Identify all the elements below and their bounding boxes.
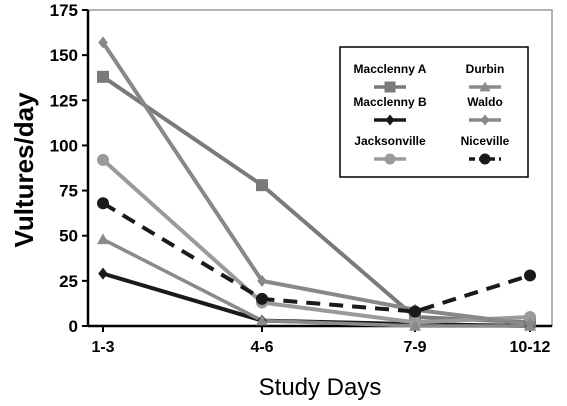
legend-marker-waldo [480, 114, 490, 126]
legend-label-jacksonville: Jacksonville [354, 134, 426, 148]
data-point-niceville [409, 305, 421, 318]
series-markers [97, 36, 536, 332]
data-point-durbin [256, 314, 268, 326]
data-point-durbin [97, 233, 109, 245]
legend-label-durbin: Durbin [466, 62, 505, 76]
x-tick-label: 10-12 [510, 339, 551, 356]
y-tick-label: 100 [50, 136, 78, 155]
data-point-jacksonville [97, 153, 109, 166]
data-point-waldo [525, 318, 535, 331]
data-point-waldo [98, 36, 108, 49]
data-point-macclenny-a [97, 70, 109, 83]
x-ticks: 1-3 4-6 7-9 10-12 [91, 326, 551, 356]
y-tick-label: 50 [59, 227, 78, 246]
legend-label-waldo: Waldo [467, 95, 503, 109]
y-tick-label: 175 [50, 1, 78, 20]
y-tick-label: 25 [59, 272, 78, 291]
x-tick-label: 1-3 [91, 339, 114, 356]
series-lines [101, 41, 531, 328]
x-tick-label: 7-9 [403, 339, 426, 356]
series-line-niceville [101, 201, 531, 314]
data-point-durbin [409, 320, 421, 331]
series-line-jacksonville [101, 158, 531, 325]
data-point-waldo [257, 274, 267, 287]
legend-box [339, 46, 529, 178]
legend-marker-durbin [479, 81, 491, 92]
legend-marker-macclenny-a [384, 81, 396, 93]
x-axis-label: Study Days [259, 374, 382, 401]
y-ticks: 0 25 50 75 100 125 150 175 [50, 1, 88, 336]
data-point-macclenny-a [256, 179, 268, 192]
y-tick-label: 0 [69, 317, 78, 336]
data-point-jacksonville [524, 310, 536, 323]
y-tick-label: 125 [50, 91, 78, 110]
series-line-waldo [101, 41, 531, 327]
legend-marker-jacksonville [384, 153, 396, 165]
legend-label-niceville: Niceville [461, 134, 510, 148]
x-tick-label: 4-6 [250, 339, 273, 356]
data-point-niceville [256, 292, 268, 305]
series-line-durbin [102, 237, 530, 328]
legend-marker-macclenny-b [385, 114, 395, 126]
y-tick-label: 75 [59, 182, 78, 201]
legend-label-macclenny-a: Macclenny A [354, 62, 427, 76]
data-point-niceville [97, 197, 109, 210]
legend-label-macclenny-b: Macclenny B [353, 95, 427, 109]
legend: Macclenny A Durbin Macclenny B Waldo Jackson… [339, 46, 529, 178]
y-axis-label: Vultures/day [9, 92, 39, 248]
legend-marker-niceville [479, 153, 491, 165]
data-point-niceville [524, 269, 536, 282]
y-tick-label: 150 [50, 46, 78, 65]
data-point-macclenny-b [98, 267, 108, 280]
